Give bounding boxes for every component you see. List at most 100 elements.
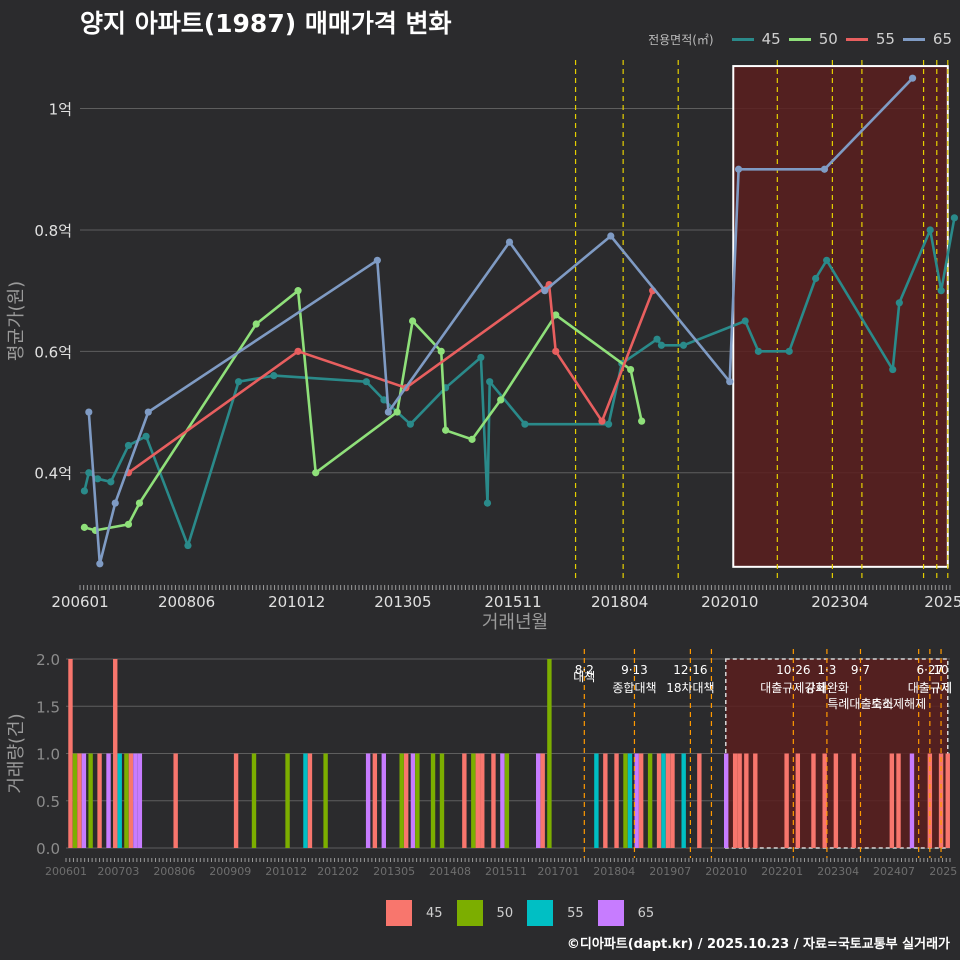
volume-bar-50	[504, 753, 510, 848]
volume-bar-45	[851, 753, 856, 848]
bar-legend-item-55: 55	[527, 900, 584, 926]
policy-text-label: 18차대책	[666, 680, 714, 695]
bar-x-tick-label: 200806	[153, 865, 195, 878]
data-point-45	[406, 420, 414, 428]
volume-bar-50	[547, 659, 552, 848]
volume-bar-45	[372, 753, 378, 848]
data-point-45	[812, 274, 820, 283]
volume-bar-55	[594, 753, 599, 848]
volume-bar-45	[927, 753, 933, 848]
data-point-45	[483, 499, 492, 507]
bar-legend-item-50: 50	[456, 900, 513, 926]
volume-bar-65	[500, 753, 505, 848]
x-tick-label: 201012	[268, 593, 325, 611]
volume-bar-55	[681, 753, 686, 848]
volume-bar-45	[462, 753, 467, 848]
x-tick-label: 201511	[484, 593, 541, 611]
bar-x-tick-label: 202407	[873, 865, 915, 878]
policy-date-label: 10·26	[776, 663, 810, 677]
bar-x-tick-label: 201012	[265, 865, 307, 878]
y-tick-label: 0.8억	[34, 222, 72, 240]
policy-date-label: 9·7	[851, 663, 870, 677]
bar-legend: 45 50 55 65	[386, 900, 654, 926]
data-point-50	[393, 408, 401, 416]
line-legend: 전용면적(㎡) 45 50 55 65	[648, 30, 952, 48]
data-point-45	[889, 365, 897, 374]
data-point-50	[124, 520, 133, 528]
volume-bar-45	[665, 753, 671, 848]
data-point-65	[607, 232, 615, 240]
bar-y-tick-label: 1.5	[36, 698, 60, 716]
legend-title: 전용면적(㎡)	[648, 32, 714, 47]
volume-bar-65	[410, 753, 416, 848]
volume-bar-45	[938, 753, 944, 848]
bar-legend-item-45: 45	[386, 900, 443, 926]
volume-bar-45	[732, 753, 738, 848]
x-tick-label: 201305	[374, 593, 431, 611]
data-point-45	[937, 287, 945, 295]
volume-bar-55	[117, 753, 122, 848]
data-point-65	[820, 165, 829, 173]
volume-bar-45	[889, 753, 895, 848]
bar-x-tick-label: 201907	[649, 865, 691, 878]
legend-item-45: 45	[731, 30, 781, 48]
bar-x-tick-label: 202304	[817, 865, 859, 878]
series-line-55	[127, 283, 654, 474]
volume-bar-50	[124, 753, 129, 848]
x-tick-label: 202010	[701, 593, 758, 611]
data-point-65	[85, 408, 93, 416]
data-point-55	[294, 347, 302, 355]
volume-bar-50	[251, 753, 257, 848]
volume-bar-50	[88, 753, 93, 848]
bar-x-tick-label: 201804	[593, 865, 635, 878]
volume-bar-45	[128, 753, 134, 848]
volume-bar-45	[795, 753, 801, 848]
volume-bar-45	[113, 659, 118, 848]
volume-bar-45	[822, 753, 827, 848]
x-tick-label: 200806	[158, 593, 215, 611]
bar-x-tick-label: 201511	[485, 865, 527, 878]
bar-y-tick-label: 0.0	[36, 840, 60, 858]
footer-credit: ©디아파트(dapt.kr) / 2025.10.23 / 자료=국토교통부 실…	[566, 937, 950, 952]
bar-y-tick-label: 1.0	[36, 746, 60, 764]
volume-bar-65	[381, 753, 386, 848]
data-point-65	[726, 378, 734, 386]
data-point-50	[638, 417, 646, 425]
volume-bar-65	[106, 753, 111, 848]
legend-item-50: 50	[788, 30, 838, 48]
data-point-50	[135, 499, 144, 507]
policy-date-label: 8·2	[575, 663, 594, 677]
data-point-45	[362, 378, 370, 386]
volume-bar-45	[697, 753, 702, 848]
x-tick-label: 2025	[924, 593, 960, 611]
volume-bar-55	[661, 753, 666, 848]
volume-bar-50	[285, 753, 290, 848]
volume-bar-50	[471, 753, 476, 848]
volume-bar-45	[784, 753, 789, 848]
policy-date-label: 9·13	[621, 663, 648, 677]
data-point-45	[270, 372, 278, 380]
chart-title: 양지 아파트(1987) 매매가격 변화	[80, 9, 452, 38]
policy-text-label: 대출규제강화	[760, 681, 826, 695]
volume-bar-45	[540, 753, 545, 848]
data-point-65	[908, 74, 917, 82]
data-point-45	[142, 432, 150, 440]
y-axis-title: 평균가(원)	[6, 281, 27, 361]
bar-x-tick-label: 201701	[537, 865, 579, 878]
volume-bar-45	[737, 753, 742, 848]
volume-bar-45	[753, 753, 758, 848]
volume-bar-50	[439, 753, 445, 848]
data-point-65	[384, 408, 392, 416]
data-point-65	[144, 408, 152, 416]
volume-bar-45	[744, 753, 749, 848]
highlight-box	[732, 65, 949, 568]
data-point-65	[734, 165, 743, 173]
policy-text-label: 종합대책	[612, 680, 656, 695]
bar-y-tick-label: 2.0	[36, 651, 60, 669]
data-point-45	[653, 335, 661, 343]
bar-x-tick-label: 200909	[209, 865, 251, 878]
data-point-65	[505, 238, 514, 246]
data-point-45	[521, 420, 529, 428]
bar-x-tick-label: 202201	[761, 865, 803, 878]
x-tick-label: 202304	[811, 593, 868, 611]
